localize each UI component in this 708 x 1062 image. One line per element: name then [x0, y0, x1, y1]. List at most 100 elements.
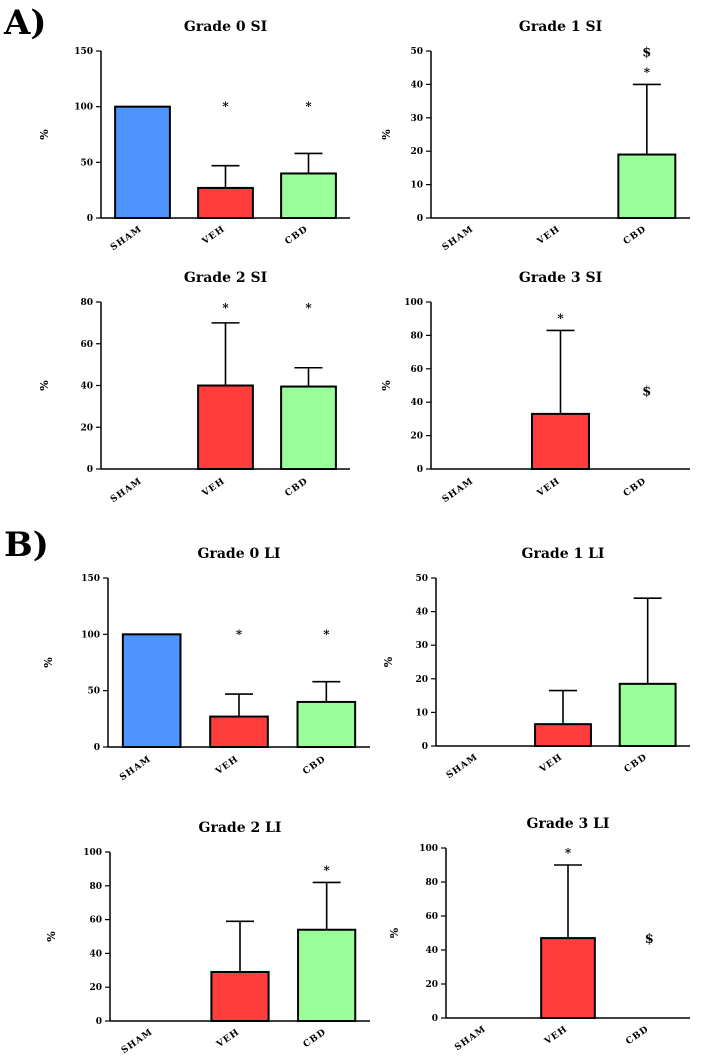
significance-dollar: $ — [645, 932, 654, 947]
chart-6: Grade 1 LI 0 10 20 30 40 50% SHAM VEH CBD — [382, 546, 690, 781]
panel-label-a: A) — [4, 3, 47, 43]
bar-cbd — [618, 682, 677, 748]
y-tick-label: 20 — [80, 423, 93, 433]
y-tick-label: 150 — [74, 47, 93, 57]
y-axis-label: % — [38, 380, 51, 391]
chart-title: Grade 3 SI — [519, 270, 602, 286]
category-label-sham: SHAM — [109, 476, 144, 505]
y-tick-label: 60 — [425, 912, 438, 922]
y-tick-label: 100 — [81, 630, 100, 640]
category-label-veh: VEH — [200, 476, 227, 499]
bar-veh — [210, 970, 270, 1022]
y-tick-label: 30 — [415, 641, 428, 651]
bar-veh — [531, 412, 590, 471]
chart-2: Grade 1 SI 0 10 20 30 40 50% SHAM VEH * $ CBD — [380, 19, 690, 253]
significance-star: * — [305, 301, 312, 315]
y-tick-label: 40 — [415, 608, 428, 618]
y-tick-label: 60 — [410, 365, 423, 375]
chart-title: Grade 2 SI — [184, 270, 267, 286]
y-axis-label: % — [380, 380, 393, 391]
y-tick-label: 100 — [419, 844, 438, 854]
chart-title: Grade 0 SI — [184, 19, 267, 35]
category-label-veh: VEH — [535, 224, 562, 247]
bar-veh — [534, 723, 592, 747]
y-tick-label: 40 — [410, 398, 423, 408]
y-tick-label: 20 — [425, 980, 438, 990]
y-axis-label: % — [388, 927, 401, 938]
y-tick-label: 40 — [80, 382, 93, 392]
chart-5: Grade 0 LI 0 50 100 150% SHAM * VEH * CBD — [42, 546, 370, 783]
y-axis-label: % — [45, 931, 58, 942]
chart-3: Grade 2 SI 0 20 40 60 80% SHAM * VEH * CBD — [38, 270, 350, 505]
significance-star: * — [222, 301, 229, 315]
y-tick-label: 150 — [81, 574, 100, 584]
category-label-cbd: CBD — [284, 476, 311, 499]
bar-cbd — [297, 928, 357, 1022]
y-tick-label: 40 — [89, 949, 102, 959]
y-tick-label: 80 — [425, 878, 438, 888]
category-label-cbd: CBD — [624, 1024, 651, 1047]
y-tick-label: 100 — [404, 298, 423, 308]
bar-sham — [121, 633, 182, 748]
y-tick-label: 50 — [410, 47, 423, 57]
y-tick-label: 50 — [415, 574, 428, 584]
significance-star: * — [324, 863, 331, 877]
category-label-cbd: CBD — [301, 754, 328, 777]
bar-cbd — [280, 172, 337, 219]
category-label-sham: SHAM — [453, 1024, 488, 1053]
bar-sham — [114, 105, 171, 219]
category-label-cbd: CBD — [623, 752, 650, 775]
y-tick-label: 40 — [425, 946, 438, 956]
y-tick-label: 100 — [74, 103, 93, 113]
category-label-sham: SHAM — [445, 752, 480, 781]
y-tick-label: 60 — [89, 916, 102, 926]
y-tick-label: 0 — [432, 1014, 438, 1024]
y-tick-label: 60 — [80, 340, 93, 350]
significance-dollar: $ — [642, 385, 651, 400]
significance-star: * — [557, 311, 564, 325]
bar-veh — [540, 937, 596, 1019]
category-label-sham: SHAM — [118, 754, 153, 783]
category-label-veh: VEH — [200, 224, 227, 247]
y-tick-label: 20 — [415, 675, 428, 685]
chart-title: Grade 2 LI — [199, 820, 282, 836]
y-tick-label: 10 — [415, 708, 428, 718]
category-label-sham: SHAM — [120, 1027, 155, 1056]
bar-veh — [209, 715, 269, 749]
y-tick-label: 0 — [422, 742, 428, 752]
category-label-sham: SHAM — [441, 476, 476, 505]
category-label-cbd: CBD — [302, 1027, 329, 1050]
significance-star: * — [222, 100, 229, 114]
category-label-sham: SHAM — [109, 224, 144, 253]
y-axis-label: % — [42, 657, 55, 668]
significance-star: * — [644, 65, 651, 79]
chart-title: Grade 3 LI — [527, 816, 610, 832]
significance-star: * — [236, 627, 243, 641]
bar-cbd — [617, 153, 677, 219]
y-tick-label: 10 — [410, 181, 423, 191]
y-tick-label: 50 — [80, 158, 93, 168]
chart-7: Grade 2 LI 0 20 40 60 80 100% SHAM VEH * CBD — [45, 820, 370, 1056]
significance-star: * — [565, 846, 572, 860]
significance-star: * — [323, 627, 330, 641]
y-tick-label: 20 — [89, 983, 102, 993]
y-tick-label: 30 — [410, 114, 423, 124]
y-axis-label: % — [382, 656, 395, 667]
y-tick-label: 40 — [410, 80, 423, 90]
category-label-veh: VEH — [213, 754, 240, 777]
bar-veh — [197, 186, 254, 220]
category-label-veh: VEH — [542, 1024, 569, 1047]
y-tick-label: 0 — [94, 743, 100, 753]
bar-cbd — [280, 385, 337, 471]
category-label-cbd: CBD — [622, 224, 649, 247]
category-label-veh: VEH — [214, 1027, 241, 1050]
chart-4: Grade 3 SI 0 20 40 60 80 100% SHAM * VEH $ CBD — [380, 270, 690, 505]
significance-dollar: $ — [642, 45, 651, 60]
significance-star: * — [305, 100, 312, 114]
bar-veh — [197, 384, 254, 470]
chart-8: Grade 3 LI 0 20 40 60 80 100% SHAM * VEH $ CBD — [388, 816, 690, 1053]
chart-title: Grade 1 LI — [522, 546, 605, 562]
category-label-cbd: CBD — [284, 224, 311, 247]
